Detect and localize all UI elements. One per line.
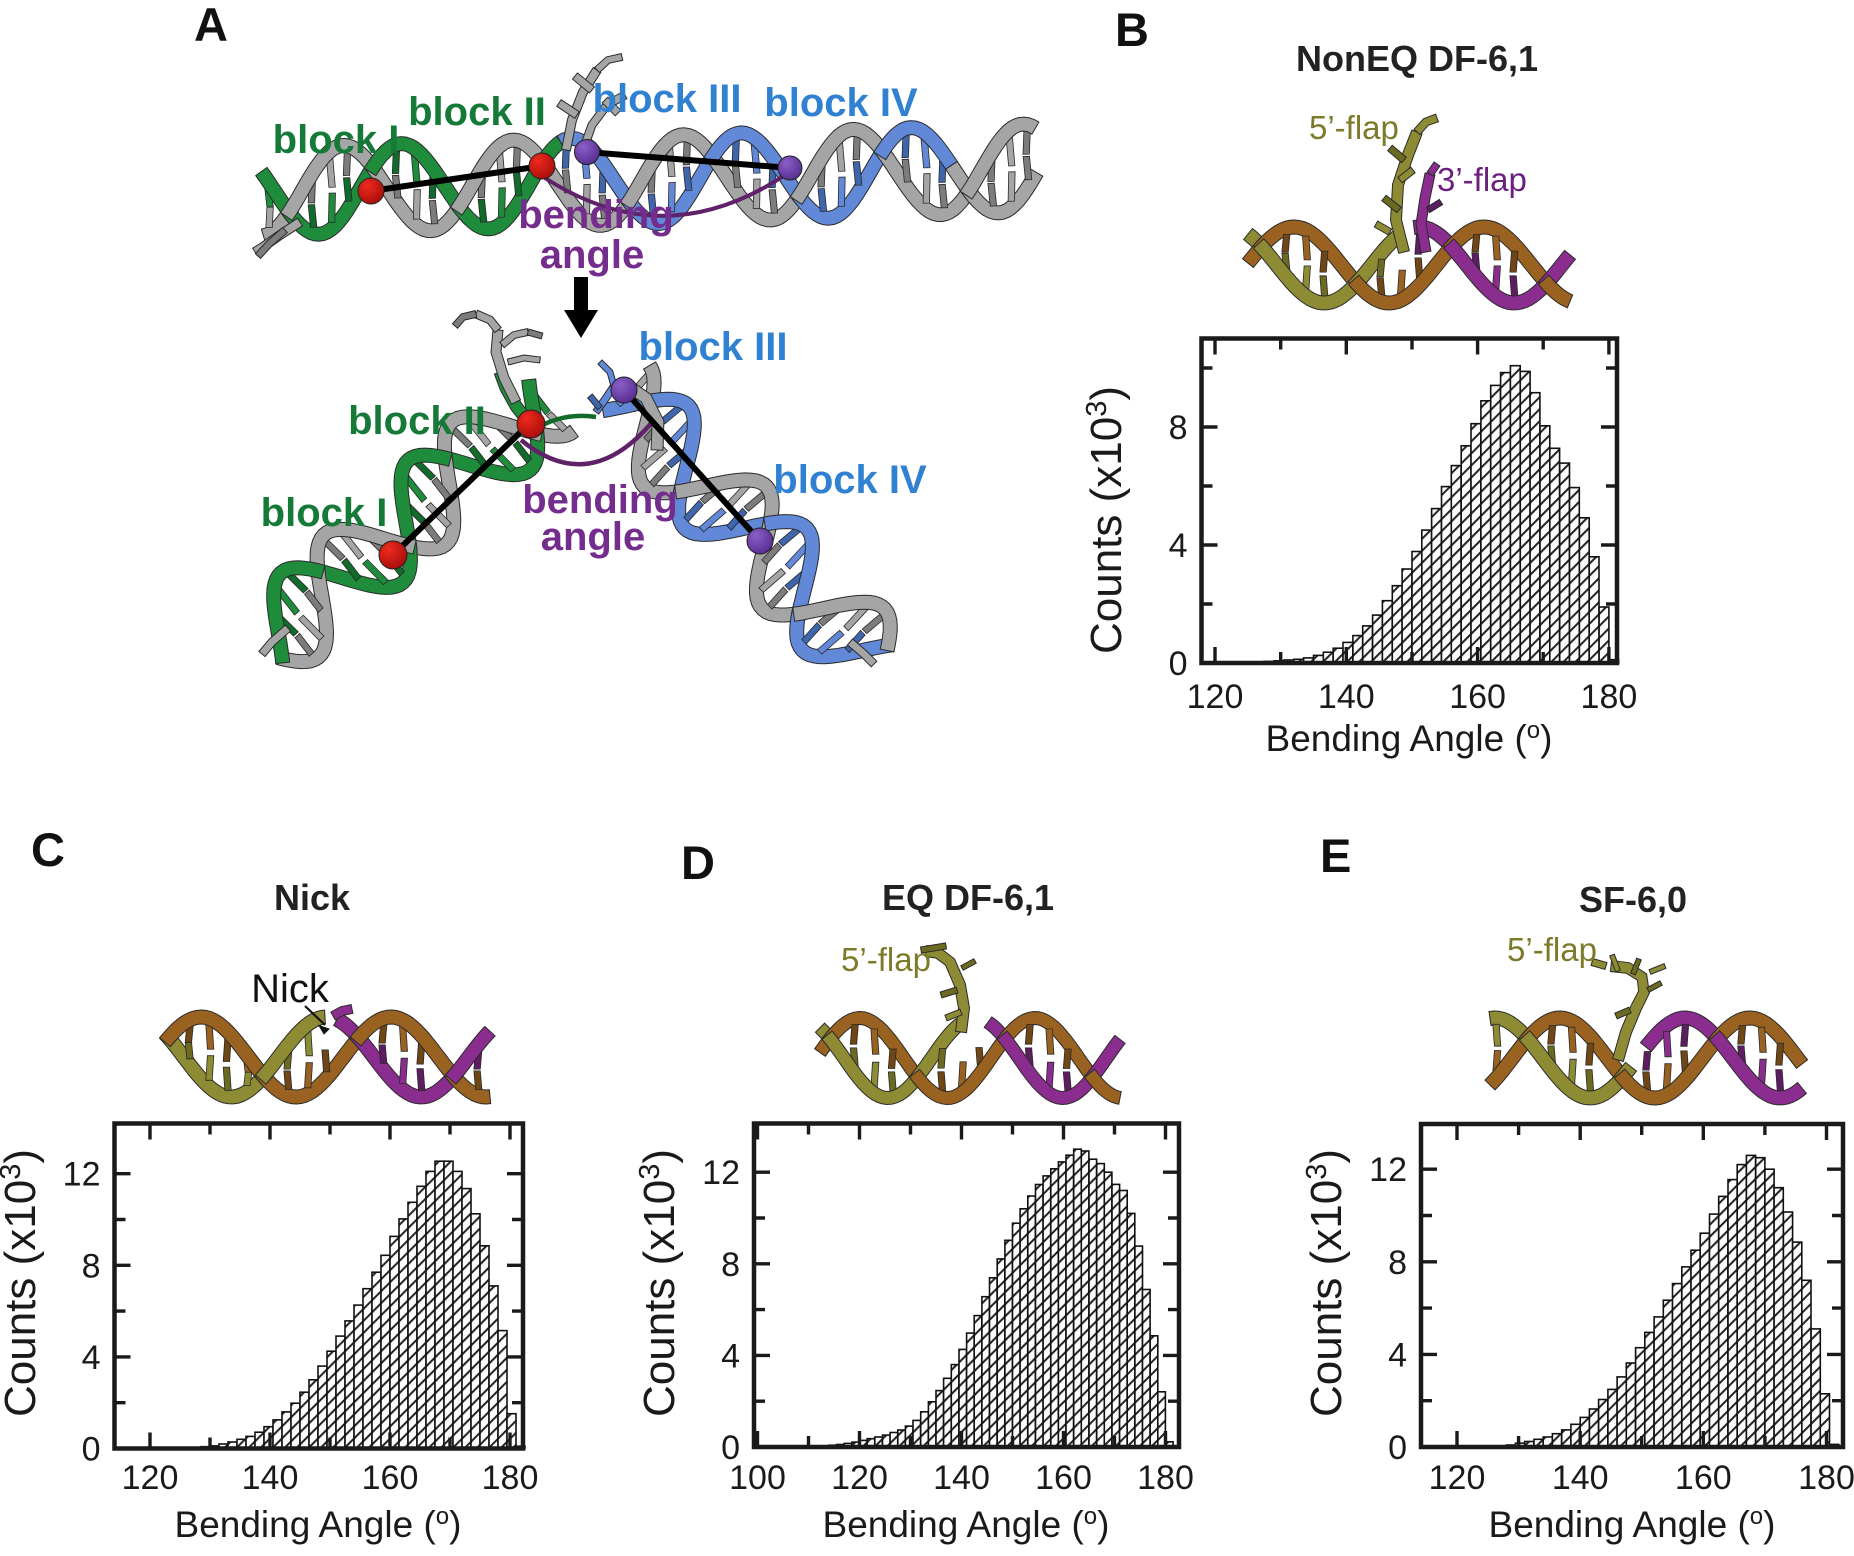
svg-text:140: 140 — [933, 1459, 990, 1497]
svg-text:8: 8 — [1388, 1244, 1407, 1282]
svg-text:angle: angle — [540, 233, 644, 277]
svg-text:Counts (x103): Counts (x103) — [634, 1149, 684, 1417]
svg-text:block III: block III — [593, 77, 742, 121]
svg-text:block IV: block IV — [773, 458, 927, 502]
svg-text:3’-flap: 3’-flap — [1437, 161, 1527, 198]
svg-text:block I: block I — [261, 491, 388, 535]
svg-text:4: 4 — [82, 1339, 101, 1377]
svg-text:140: 140 — [242, 1459, 299, 1497]
svg-text:8: 8 — [82, 1247, 101, 1285]
svg-text:0: 0 — [721, 1429, 740, 1467]
svg-text:120: 120 — [122, 1459, 179, 1497]
svg-text:E: E — [1320, 829, 1351, 882]
svg-text:Nick: Nick — [274, 877, 351, 918]
svg-text:180: 180 — [1581, 678, 1638, 716]
svg-text:Bending Angle (o): Bending Angle (o) — [823, 1503, 1110, 1545]
svg-text:12: 12 — [63, 1156, 101, 1194]
svg-text:block II: block II — [408, 90, 546, 134]
svg-text:Nick: Nick — [251, 967, 330, 1011]
svg-text:B: B — [1115, 3, 1149, 56]
svg-text:120: 120 — [1429, 1459, 1486, 1497]
svg-text:block IV: block IV — [764, 81, 918, 125]
svg-text:angle: angle — [541, 515, 645, 559]
svg-text:block I: block I — [273, 118, 400, 162]
svg-text:5’-flap: 5’-flap — [841, 941, 931, 978]
svg-text:160: 160 — [1675, 1459, 1732, 1497]
svg-text:Bending Angle (o): Bending Angle (o) — [1266, 717, 1553, 759]
svg-text:180: 180 — [1137, 1459, 1194, 1497]
svg-text:12: 12 — [702, 1154, 740, 1192]
svg-text:12: 12 — [1369, 1151, 1407, 1189]
svg-text:0: 0 — [1169, 645, 1188, 683]
svg-text:bending: bending — [518, 193, 674, 237]
svg-text:160: 160 — [362, 1459, 419, 1497]
svg-text:8: 8 — [1169, 409, 1188, 447]
svg-text:C: C — [31, 823, 65, 876]
svg-text:4: 4 — [721, 1337, 740, 1375]
svg-text:5’-flap: 5’-flap — [1309, 109, 1399, 146]
svg-text:NonEQ DF-6,1: NonEQ DF-6,1 — [1296, 38, 1538, 79]
svg-text:160: 160 — [1449, 678, 1506, 716]
svg-text:Counts (x103): Counts (x103) — [0, 1149, 45, 1417]
svg-text:EQ DF-6,1: EQ DF-6,1 — [882, 877, 1054, 918]
svg-text:0: 0 — [82, 1431, 101, 1469]
svg-text:8: 8 — [721, 1246, 740, 1284]
svg-text:140: 140 — [1552, 1459, 1609, 1497]
svg-text:A: A — [194, 0, 228, 51]
svg-text:5’-flap: 5’-flap — [1507, 931, 1597, 968]
svg-text:180: 180 — [482, 1459, 539, 1497]
svg-text:160: 160 — [1035, 1459, 1092, 1497]
svg-text:4: 4 — [1388, 1336, 1407, 1374]
svg-text:block III: block III — [639, 325, 788, 369]
svg-text:Bending Angle (o): Bending Angle (o) — [1489, 1503, 1776, 1545]
svg-text:120: 120 — [1187, 678, 1244, 716]
svg-text:180: 180 — [1798, 1459, 1854, 1497]
svg-text:Bending Angle (o): Bending Angle (o) — [175, 1503, 462, 1545]
svg-text:4: 4 — [1169, 527, 1188, 565]
svg-text:0: 0 — [1388, 1429, 1407, 1467]
svg-text:140: 140 — [1318, 678, 1375, 716]
svg-text:Counts (x103): Counts (x103) — [1081, 386, 1131, 654]
svg-text:SF-6,0: SF-6,0 — [1579, 879, 1687, 920]
svg-text:120: 120 — [831, 1459, 888, 1497]
svg-text:block II: block II — [348, 399, 486, 443]
svg-text:Counts (x103): Counts (x103) — [1301, 1149, 1351, 1417]
svg-text:D: D — [681, 836, 715, 889]
